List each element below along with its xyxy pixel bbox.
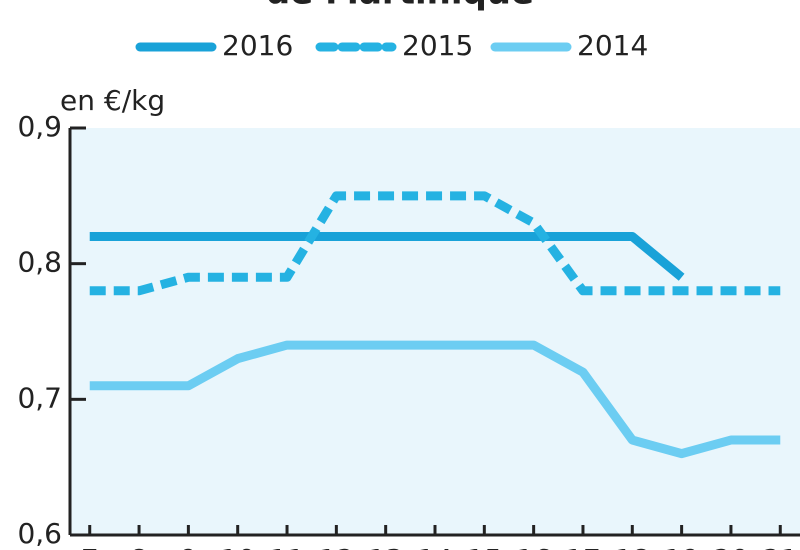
- y-tick-label: 0,7: [17, 381, 62, 414]
- x-tick-label: 14: [417, 543, 453, 550]
- x-tick-label: 12: [319, 543, 355, 550]
- line-series: [89, 191, 781, 296]
- x-tick-label: 11: [269, 543, 305, 550]
- plot-background: [70, 128, 800, 535]
- line-series: [89, 340, 781, 459]
- y-tick-label: 0,8: [17, 246, 62, 279]
- x-tick-label: 9: [179, 543, 197, 550]
- x-tick-label: 10: [220, 543, 256, 550]
- legend-label: 2014: [577, 29, 648, 62]
- x-tick-label: 16: [516, 543, 552, 550]
- x-tick-label: 20: [713, 543, 749, 550]
- x-tick-label: 8: [130, 543, 148, 550]
- x-tick-label: 17: [565, 543, 601, 550]
- x-tick-label: 19: [664, 543, 700, 550]
- y-axis-label: en €/kg: [60, 84, 165, 117]
- x-tick-label: 18: [614, 543, 650, 550]
- chart-title: de Martinique: [266, 0, 534, 13]
- y-tick-label: 0,9: [17, 110, 62, 143]
- y-tick-label: 0,6: [17, 517, 62, 550]
- legend-label: 2015: [402, 29, 473, 62]
- line-series: [89, 232, 685, 281]
- x-tick-label: 13: [368, 543, 404, 550]
- x-tick-label: 21: [762, 543, 798, 550]
- x-tick-label: 7: [81, 543, 99, 550]
- legend-label: 2016: [222, 29, 293, 62]
- x-tick-label: 15: [467, 543, 503, 550]
